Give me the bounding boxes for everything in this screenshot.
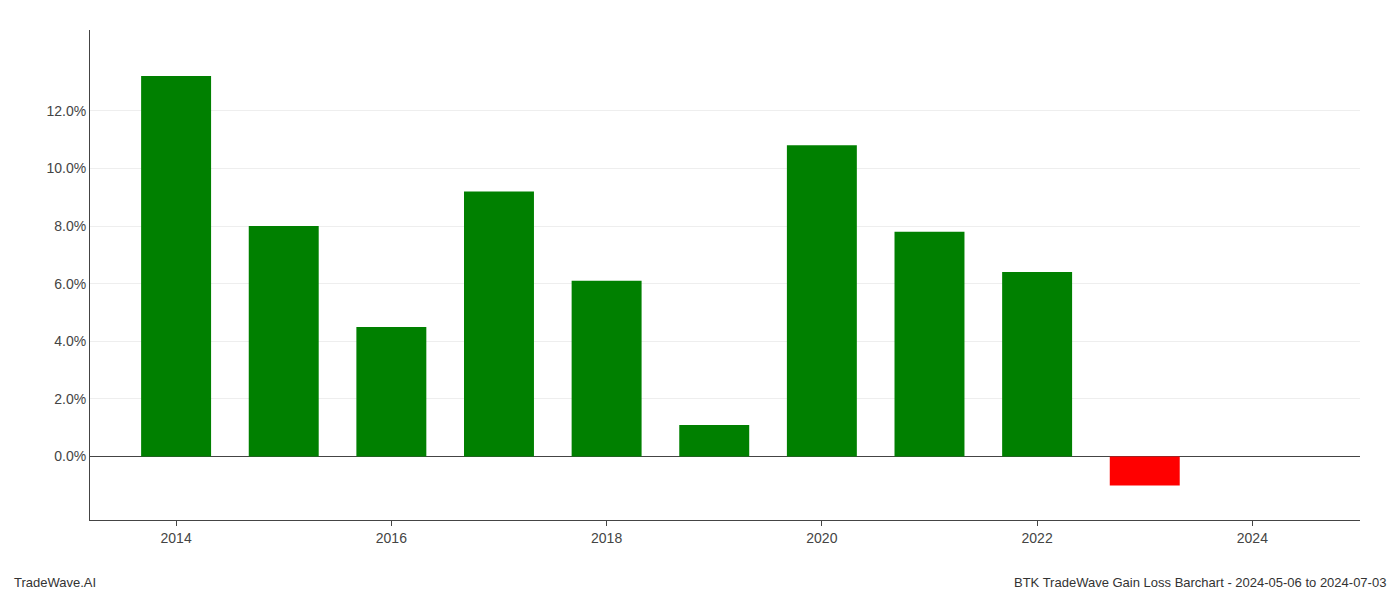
svg-text:6.0%: 6.0% [54, 276, 86, 292]
svg-text:2018: 2018 [591, 530, 622, 546]
svg-text:12.0%: 12.0% [46, 103, 86, 119]
svg-text:2014: 2014 [161, 530, 192, 546]
svg-text:2.0%: 2.0% [54, 391, 86, 407]
svg-text:10.0%: 10.0% [46, 160, 86, 176]
svg-text:2016: 2016 [376, 530, 407, 546]
svg-text:BTK TradeWave Gain Loss Barcha: BTK TradeWave Gain Loss Barchart - 2024-… [1014, 575, 1386, 590]
svg-text:0.0%: 0.0% [54, 448, 86, 464]
svg-text:TradeWave.AI: TradeWave.AI [14, 575, 96, 590]
svg-text:4.0%: 4.0% [54, 333, 86, 349]
svg-text:2024: 2024 [1237, 530, 1268, 546]
svg-text:2022: 2022 [1022, 530, 1053, 546]
svg-text:2020: 2020 [806, 530, 837, 546]
svg-text:8.0%: 8.0% [54, 218, 86, 234]
